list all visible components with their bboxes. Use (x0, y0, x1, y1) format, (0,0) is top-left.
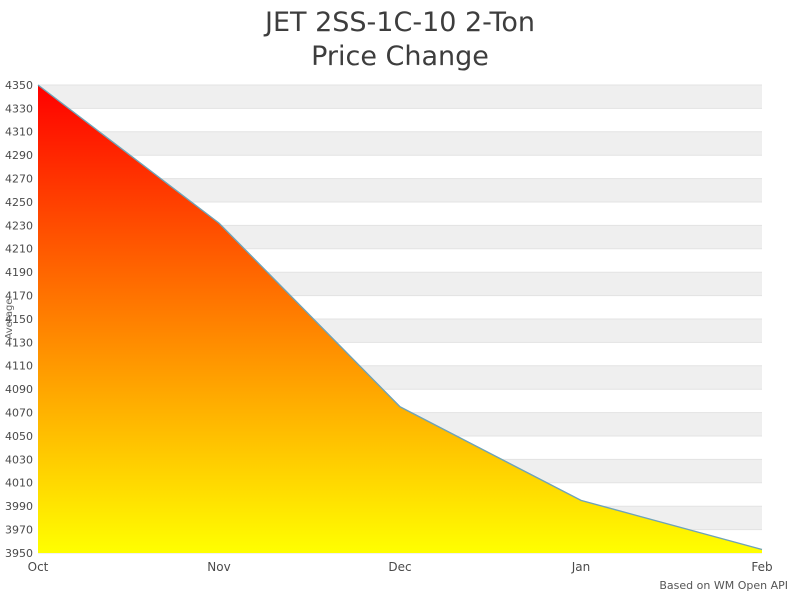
y-tick-label: 4070 (5, 406, 33, 419)
y-tick-label: 4230 (5, 219, 33, 232)
price-area (38, 85, 762, 553)
y-tick-label: 3970 (5, 523, 33, 536)
y-axis-label: Average (4, 298, 15, 339)
y-tick-label: 4190 (5, 266, 33, 279)
plot-band (38, 155, 762, 179)
y-tick-label: 4050 (5, 430, 33, 443)
plot-band (38, 108, 762, 132)
y-tick-label: 4310 (5, 126, 33, 139)
y-tick-label: 4290 (5, 149, 33, 162)
plot-band (38, 202, 762, 226)
y-tick-label: 4030 (5, 453, 33, 466)
plot-band (38, 178, 762, 202)
y-tick-label: 4010 (5, 477, 33, 490)
y-tick-label: 4270 (5, 172, 33, 185)
y-tick-label: 3990 (5, 500, 33, 513)
y-tick-label: 4350 (5, 79, 33, 92)
price-line (37, 84, 763, 551)
x-tick-label: Nov (207, 560, 230, 574)
y-tick-label: 4110 (5, 360, 33, 373)
y-tick-label: 4170 (5, 289, 33, 302)
y-tick-label: 4130 (5, 336, 33, 349)
y-tick-label: 4150 (5, 313, 33, 326)
y-tick-label: 4330 (5, 102, 33, 115)
x-tick-label: Jan (571, 560, 591, 574)
plot-band (38, 131, 762, 156)
plot-band (38, 85, 762, 109)
y-tick-label: 4210 (5, 243, 33, 256)
chart-title-line2: Price Change (311, 40, 489, 72)
y-tick-label: 4250 (5, 196, 33, 209)
x-tick-label: Feb (751, 560, 772, 574)
chart-source-note: Based on WM Open API (659, 579, 788, 592)
y-tick-label: 4090 (5, 383, 33, 396)
y-tick-label: 3950 (5, 547, 33, 560)
chart-title: JET 2SS-1C-10 2-Ton Price Change (0, 6, 800, 74)
x-tick-label: Dec (388, 560, 411, 574)
chart-title-line1: JET 2SS-1C-10 2-Ton (265, 7, 535, 38)
x-tick-label: Oct (28, 560, 49, 574)
